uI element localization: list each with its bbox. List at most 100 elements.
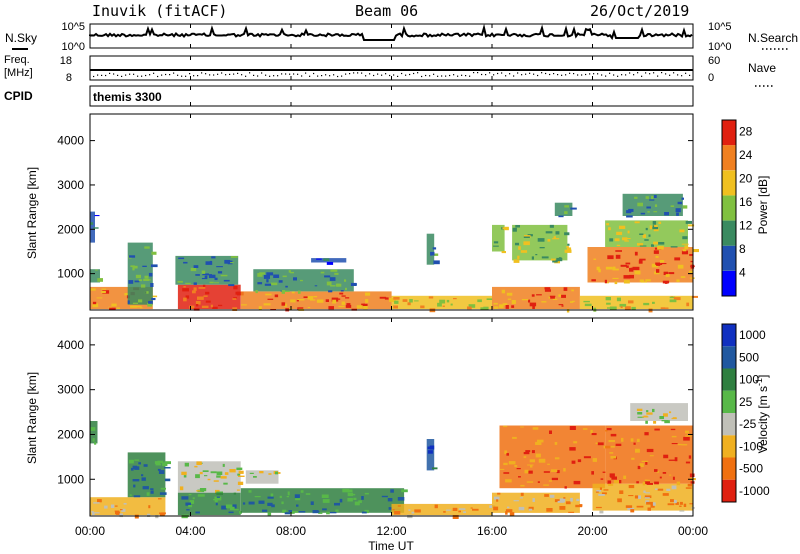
nave-dot (117, 74, 119, 76)
heatmap-speckle (195, 474, 200, 479)
nave-dot (109, 72, 111, 74)
heatmap-speckle (583, 300, 590, 303)
heatmap-speckle (610, 445, 615, 448)
heatmap-region (127, 452, 171, 498)
heatmap-speckle (645, 461, 648, 465)
heatmap-speckle (630, 438, 634, 442)
heatmap-speckle (129, 459, 134, 464)
heatmap-speckle (646, 448, 654, 453)
heatmap-speckle (233, 509, 239, 511)
heatmap-speckle (685, 487, 692, 489)
heatmap-speckle (637, 270, 641, 275)
heatmap-speckle (524, 469, 529, 474)
nave-dots (93, 72, 691, 78)
heatmap-speckle (606, 428, 612, 431)
heatmap-speckle (275, 471, 278, 475)
heatmap-speckle (654, 469, 658, 472)
heatmap-speckle (215, 502, 218, 506)
nave-dot (193, 75, 195, 77)
heatmap-speckle (210, 304, 213, 308)
heatmap-region (90, 497, 166, 519)
heatmap-speckle (601, 492, 607, 495)
heatmap-speckle (590, 429, 593, 434)
heatmap-speckle (642, 416, 649, 418)
heatmap-speckle (555, 231, 560, 235)
heatmap-speckle (615, 443, 622, 446)
colorbar-tick-label: 28 (739, 125, 753, 139)
heatmap-speckle (629, 267, 634, 272)
heatmap-speckle (202, 273, 209, 276)
heatmap-speckle (295, 497, 301, 501)
heatmap-speckle (521, 299, 529, 301)
heatmap-speckle (274, 294, 279, 298)
heatmap-speckle (607, 255, 614, 260)
heatmap-speckle (565, 501, 571, 505)
colorbar-tick-label: -25 (739, 417, 757, 431)
heatmap-speckle (238, 475, 245, 477)
heatmap-speckle (150, 283, 154, 287)
heatmap-speckle (249, 472, 254, 474)
heatmap-speckle (668, 272, 675, 275)
heatmap-speckle (571, 289, 574, 292)
heatmap-speckle (545, 231, 553, 234)
heatmap-speckle (148, 300, 153, 304)
heatmap-speckle (644, 432, 649, 436)
nave-dot (437, 75, 439, 77)
colorbar-tick-label: 4 (739, 266, 746, 280)
heatmap-speckle (644, 239, 649, 241)
heatmap-speckle (609, 452, 614, 454)
heatmap-speckle (266, 279, 269, 283)
heatmap-speckle (532, 498, 535, 502)
colorbar-segment (722, 390, 736, 414)
heatmap-region (426, 439, 438, 471)
heatmap-speckle (494, 306, 499, 309)
heatmap-speckle (682, 205, 688, 209)
heatmap-speckle (671, 435, 677, 438)
heatmap-speckle (567, 243, 570, 246)
heatmap-speckle (535, 441, 542, 445)
heatmap-speckle (559, 498, 566, 502)
heatmap-speckle (150, 490, 154, 494)
heatmap-speckle (190, 267, 197, 272)
heatmap-speckle (232, 298, 237, 300)
nave-dot (369, 73, 371, 75)
heatmap-speckle (345, 297, 350, 299)
heatmap-speckle (656, 263, 661, 266)
heatmap-speckle (529, 302, 537, 307)
heatmap-speckle (634, 221, 640, 224)
heatmap-speckle (598, 494, 605, 496)
heatmap-speckle (188, 505, 193, 508)
heatmap-speckle (635, 448, 640, 453)
heatmap-speckle (628, 495, 634, 497)
nave-dot (593, 73, 595, 75)
heatmap-speckle (645, 227, 648, 231)
heatmap-speckle (307, 307, 311, 308)
heatmap-region (622, 193, 688, 218)
heatmap-speckle (193, 308, 200, 311)
heatmap-region (605, 220, 695, 250)
heatmap-speckle (452, 515, 459, 519)
heatmap-speckle (237, 481, 244, 485)
heatmap-speckle (334, 272, 339, 275)
heatmap-speckle (433, 260, 440, 265)
nave-dot (389, 74, 391, 77)
nave-dot (129, 73, 131, 75)
heatmap-speckle (595, 491, 599, 493)
heatmap-speckle (517, 255, 520, 259)
heatmap-speckle (222, 463, 225, 467)
heatmap-speckle (597, 442, 604, 446)
heatmap-speckle (514, 465, 518, 468)
heatmap-speckle (195, 304, 199, 307)
heatmap-speckle (384, 297, 389, 300)
nave-dot (93, 75, 95, 78)
nave-dot (309, 75, 311, 77)
heatmap-speckle (646, 412, 653, 415)
heatmap-speckle (516, 468, 521, 470)
heatmap-speckle (652, 227, 659, 230)
heatmap-speckle (143, 278, 150, 281)
heatmap-speckle (662, 307, 669, 309)
heatmap-speckle (672, 417, 677, 419)
colorbar-tick-label: -1000 (739, 484, 770, 498)
heatmap-speckle (429, 445, 435, 450)
heatmap-speckle (281, 302, 286, 306)
